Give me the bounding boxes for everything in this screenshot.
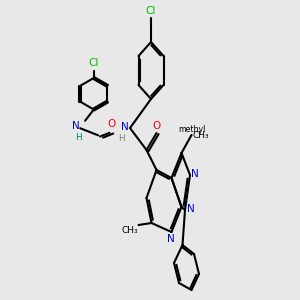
- Text: N: N: [187, 204, 194, 214]
- Text: H: H: [75, 133, 82, 142]
- Text: N: N: [72, 122, 80, 131]
- Text: CH₃: CH₃: [122, 226, 139, 235]
- Text: CH₃: CH₃: [192, 130, 209, 140]
- Text: N: N: [191, 169, 199, 179]
- Text: O: O: [152, 121, 160, 131]
- Text: Cl: Cl: [88, 58, 99, 68]
- Text: methyl: methyl: [178, 125, 205, 134]
- Text: O: O: [107, 119, 116, 129]
- Text: N: N: [167, 234, 175, 244]
- Text: H: H: [118, 134, 125, 142]
- Text: N: N: [121, 122, 128, 132]
- Text: Cl: Cl: [146, 6, 156, 16]
